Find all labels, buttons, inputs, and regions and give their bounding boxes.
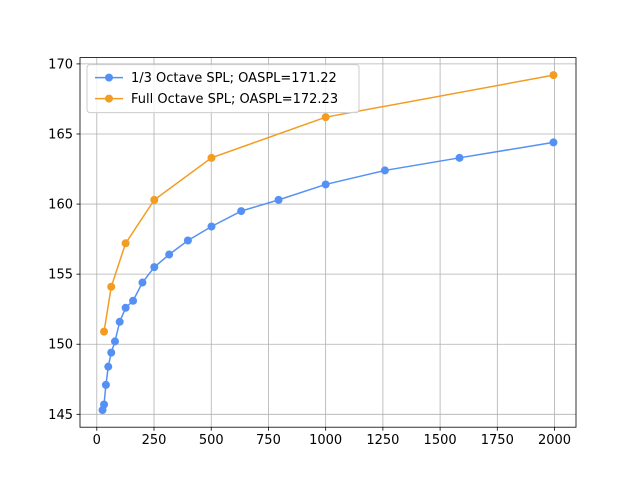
data-point	[380, 166, 389, 175]
data-point	[165, 250, 174, 259]
x-tick-label: 500	[199, 433, 224, 448]
data-point	[549, 71, 558, 80]
y-tick-label: 150	[48, 338, 73, 353]
y-tick-label: 170	[48, 57, 73, 72]
x-tick-label: 2000	[538, 433, 571, 448]
data-point	[107, 348, 116, 357]
x-tick-label: 0	[93, 433, 101, 448]
y-tick-label: 155	[48, 268, 73, 283]
x-tick-label: 1000	[309, 433, 342, 448]
grid	[80, 57, 576, 428]
data-point	[455, 153, 464, 162]
data-point	[101, 380, 110, 389]
data-point	[237, 207, 246, 216]
data-point	[107, 282, 116, 291]
axes-frame	[79, 57, 577, 428]
x-tick-label: 1250	[366, 433, 399, 448]
legend-marker	[105, 73, 113, 82]
data-point	[129, 296, 138, 305]
data-point	[100, 327, 109, 336]
data-point	[115, 317, 124, 326]
legend-box	[86, 64, 360, 114]
x-tick-label: 750	[256, 433, 281, 448]
x-tick-label: 1750	[481, 433, 514, 448]
data-point	[549, 138, 558, 147]
data-point	[121, 303, 130, 312]
data-point	[207, 222, 216, 231]
legend: 1/3 Octave SPL; OASPL=171.22 Full Octave …	[86, 64, 360, 114]
y-tick-label: 160	[48, 198, 73, 213]
data-point	[150, 195, 159, 204]
data-point	[150, 263, 159, 272]
data-point	[183, 236, 192, 245]
legend-label: Full Octave SPL; OASPL=172.23	[131, 92, 338, 107]
data-point	[207, 153, 216, 162]
data-point	[321, 113, 330, 122]
data-point	[274, 195, 283, 204]
y-tick-label: 145	[48, 408, 73, 423]
data-point	[104, 362, 113, 371]
data-point	[138, 278, 147, 287]
legend-label: 1/3 Octave SPL; OASPL=171.22	[131, 71, 337, 86]
data-point	[100, 400, 109, 409]
data-point	[121, 239, 130, 248]
data-point	[321, 180, 330, 189]
data-point	[110, 337, 119, 346]
x-tick-label: 250	[142, 433, 167, 448]
y-tick-label: 165	[48, 127, 73, 142]
legend-marker	[105, 94, 113, 103]
x-tick-label: 1500	[424, 433, 457, 448]
